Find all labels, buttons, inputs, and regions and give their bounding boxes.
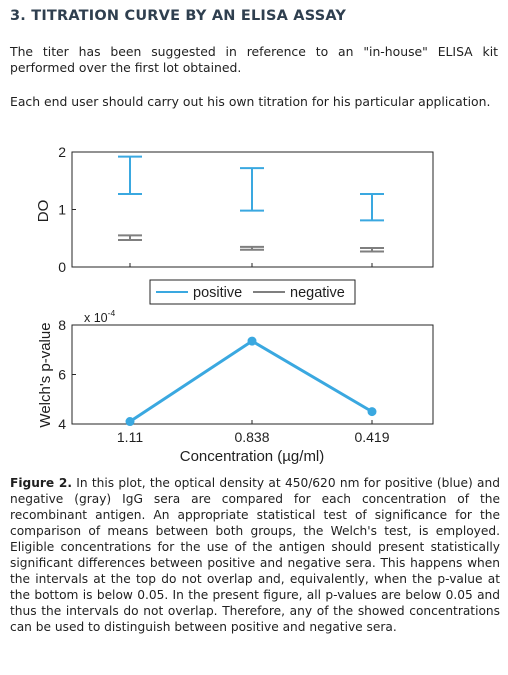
chart-legend: positive negative (149, 279, 356, 305)
x-tick-label: 0.838 (234, 429, 269, 445)
top-y-tick-label: 1 (58, 202, 66, 218)
bottom-x-axis-label: Concentration (µg/ml) (180, 448, 325, 465)
top-y-tick-label: 0 (58, 259, 66, 275)
top-y-axis-label: DO (35, 200, 52, 223)
p-value-point (125, 417, 135, 427)
titration-figure: 0 1 2 DO positive negative x 10-4 4 6 8 1.11 0… (35, 144, 434, 465)
p-value-point (247, 336, 257, 346)
positive-interval (240, 167, 264, 212)
negative-interval (118, 234, 142, 241)
p-value-line (129, 339, 373, 423)
positive-interval (360, 192, 384, 222)
section-heading: 3. TITRATION CURVE BY AN ELISA ASSAY (10, 8, 347, 24)
bottom-y-tick-label: 6 (58, 367, 66, 383)
legend-negative-label: negative (290, 285, 345, 301)
welch-p-value-chart: x 10-4 4 6 8 1.11 0.838 0.419 Welch's p-value… (37, 308, 434, 465)
legend-positive-label: positive (193, 285, 242, 301)
p-value-point (367, 407, 377, 417)
intro-paragraph: The titer has been suggested in referenc… (10, 44, 498, 75)
positive-interval (118, 155, 142, 195)
caption-label: Figure 2. (10, 476, 72, 490)
bottom-y-tick-label: 8 (58, 317, 66, 333)
x-tick-label: 0.419 (354, 429, 389, 445)
x-tick-label: 1.11 (117, 429, 143, 445)
top-y-tick-label: 2 (58, 144, 66, 160)
figure-caption: Figure 2. In this plot, the optical dens… (10, 475, 500, 635)
exponent-label: x 10-4 (84, 308, 115, 325)
optical-density-chart: 0 1 2 DO (35, 144, 434, 275)
negative-interval (240, 245, 264, 251)
bottom-y-axis-label: Welch's p-value (37, 322, 54, 427)
negative-interval (360, 247, 384, 253)
bottom-y-tick-label: 4 (58, 416, 66, 432)
titration-note-paragraph: Each end user should carry out his own t… (10, 94, 491, 109)
caption-text: In this plot, the optical density at 450… (10, 476, 500, 634)
